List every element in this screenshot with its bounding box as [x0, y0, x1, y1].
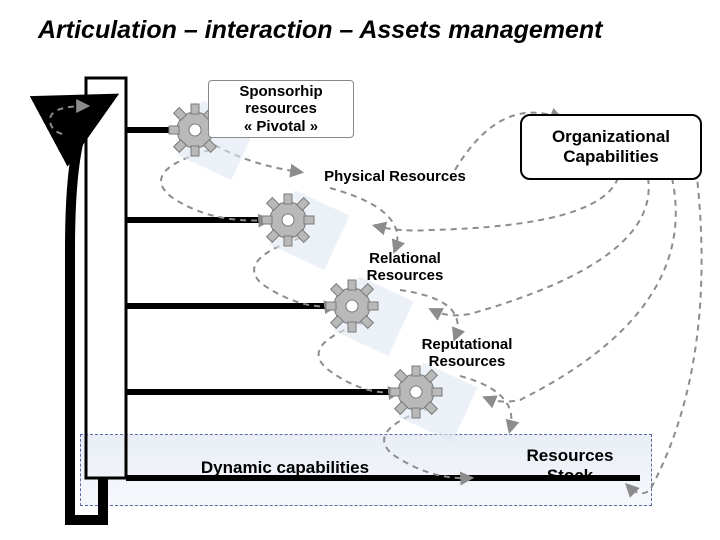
reputational-l2: Resources	[429, 353, 506, 370]
orgcap-l2: Capabilities	[563, 147, 658, 166]
label-stock: Resources Stock	[500, 446, 640, 485]
diagram-stage: Articulation – interaction – Assets mana…	[0, 0, 720, 540]
box-orgcap: Organizational Capabilities	[520, 114, 702, 180]
label-dyncap: Dynamic capabilities	[170, 458, 400, 478]
node-reputational: Reputational Resources	[392, 336, 542, 371]
sponsorship-line1: Sponsorhip	[239, 83, 322, 100]
stock-l1: Resources	[527, 446, 614, 465]
sponsorship-line2: resources	[245, 100, 317, 117]
node-relational: Relational Resources	[340, 250, 470, 285]
dyncap-text: Dynamic capabilities	[201, 458, 369, 477]
reputational-l1: Reputational	[422, 336, 513, 353]
physical-text: Physical Resources	[324, 168, 466, 185]
node-sponsorship: Sponsorhip resources « Pivotal »	[208, 80, 354, 138]
stock-l2: Stock	[547, 466, 593, 485]
relational-l2: Resources	[367, 267, 444, 284]
sponsorship-line3: « Pivotal »	[244, 118, 318, 135]
node-physical: Physical Resources	[300, 168, 490, 185]
relational-l1: Relational	[369, 250, 441, 267]
orgcap-l1: Organizational	[552, 127, 670, 146]
